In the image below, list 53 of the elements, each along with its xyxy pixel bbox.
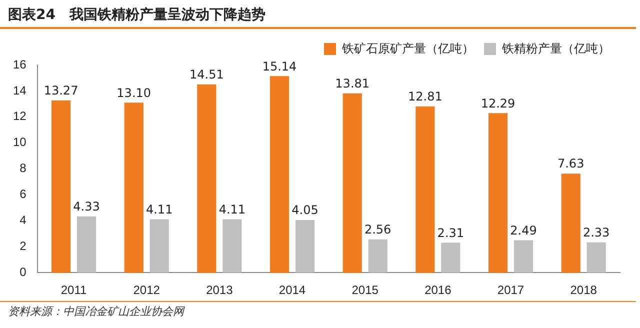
x-tick-label: 2015 bbox=[352, 283, 379, 298]
y-tick-label: 14 bbox=[12, 83, 27, 98]
bar bbox=[76, 216, 96, 273]
data-label: 4.05 bbox=[292, 203, 318, 218]
legend-label: 铁矿石原矿产量（亿吨） bbox=[341, 41, 474, 56]
chart-title: 图表24 我国铁精粉产量呈波动下降趋势 bbox=[0, 0, 636, 29]
bar bbox=[441, 242, 460, 273]
y-tick-label: 0 bbox=[20, 264, 27, 279]
x-tick-label: 2012 bbox=[133, 283, 160, 298]
bar bbox=[270, 76, 290, 273]
bar bbox=[342, 93, 362, 273]
bar bbox=[586, 242, 606, 273]
data-label: 2.49 bbox=[510, 223, 537, 238]
bar bbox=[197, 84, 216, 273]
x-tick-label: 2016 bbox=[424, 283, 452, 298]
bar bbox=[222, 219, 242, 273]
bar bbox=[416, 106, 435, 273]
y-tick-label: 12 bbox=[12, 109, 27, 124]
data-label: 4.11 bbox=[146, 202, 173, 216]
y-tick-label: 2 bbox=[20, 238, 27, 253]
x-tick-label: 2013 bbox=[206, 283, 234, 298]
y-tick-label: 8 bbox=[20, 161, 27, 176]
data-label: 13.10 bbox=[116, 86, 152, 100]
x-tick-label: 2014 bbox=[278, 283, 306, 298]
data-label: 14.51 bbox=[190, 67, 224, 82]
y-tick-label: 16 bbox=[12, 57, 27, 72]
data-label: 13.27 bbox=[44, 84, 78, 98]
bar bbox=[124, 102, 144, 273]
bar bbox=[150, 219, 169, 273]
data-label: 7.63 bbox=[557, 156, 584, 171]
y-tick-label: 4 bbox=[20, 213, 27, 228]
bar bbox=[295, 220, 315, 273]
data-label: 4.11 bbox=[218, 202, 246, 216]
bar bbox=[51, 100, 71, 273]
bar bbox=[368, 239, 388, 273]
data-label: 2.31 bbox=[437, 226, 464, 240]
data-label: 2.56 bbox=[364, 222, 392, 237]
x-tick-label: 2017 bbox=[497, 283, 524, 298]
data-label: 12.29 bbox=[480, 96, 516, 110]
bar bbox=[514, 240, 534, 273]
data-label: 15.14 bbox=[262, 59, 297, 74]
data-label: 12.81 bbox=[408, 90, 442, 104]
bar bbox=[561, 174, 580, 273]
data-label: 13.81 bbox=[335, 76, 370, 91]
y-tick-label: 6 bbox=[20, 187, 27, 202]
bar bbox=[488, 113, 508, 273]
data-label: 2.33 bbox=[582, 225, 610, 240]
x-tick-label: 2011 bbox=[60, 283, 87, 298]
legend-label: 铁精粉产量（亿吨） bbox=[501, 41, 610, 56]
x-tick-label: 2018 bbox=[570, 283, 598, 298]
y-tick-label: 10 bbox=[12, 135, 27, 150]
data-label: 4.33 bbox=[73, 200, 100, 214]
text: 资料来源：中国冶金矿山企业协会网 bbox=[0, 301, 636, 321]
